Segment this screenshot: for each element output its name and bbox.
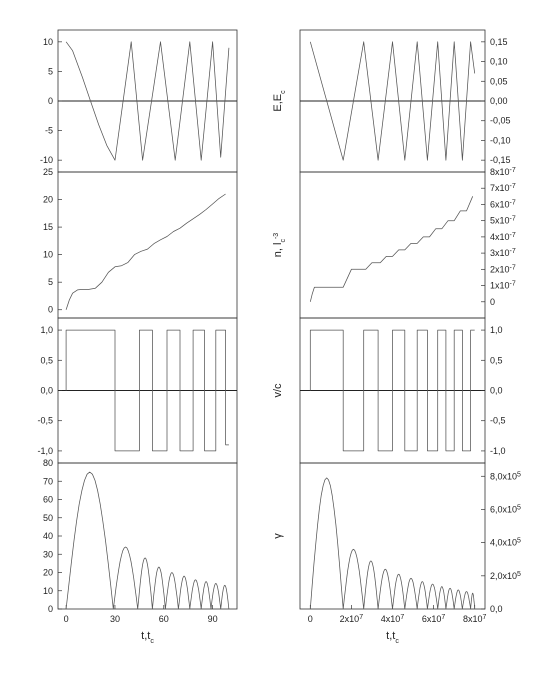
y-axis-label: v/c xyxy=(272,383,284,398)
y-tick-label: 70 xyxy=(43,476,53,486)
series-line xyxy=(65,193,226,310)
y-tick-label: 0,5 xyxy=(490,355,503,365)
y-tick-label: -10 xyxy=(40,155,53,165)
y-tick-label: 3x10-7 xyxy=(490,248,516,259)
series-line xyxy=(65,329,229,452)
y-tick-label: -0,05 xyxy=(490,116,511,126)
y-tick-label: 4,0x105 xyxy=(490,537,521,548)
y-tick-label: 2,0x105 xyxy=(490,570,521,581)
y-tick-label: 0,0 xyxy=(40,386,53,396)
series-line xyxy=(309,329,475,452)
x-tick-label: 0 xyxy=(308,614,313,624)
y-tick-label: -0,5 xyxy=(490,416,506,426)
y-tick-label: 20 xyxy=(43,195,53,205)
panel-right-1: 0,15 0,10 0,05 0,00 -0,05 -0,10 -0,15 E,Ec xyxy=(272,29,511,173)
x-tick-label: 0 xyxy=(64,614,69,624)
panel-right-2: 0 1x10-7 2x10-7 3x10-7 4x10-7 5x10-7 6x10-7 7x1… xyxy=(272,167,516,319)
y-tick-label: 1x10-7 xyxy=(490,280,516,291)
y-tick-label: 10 xyxy=(43,37,53,47)
y-tick-label: 8x10-7 xyxy=(490,167,516,178)
y-tick-label: 15 xyxy=(43,222,53,232)
y-tick-label: 0,15 xyxy=(490,37,508,47)
x-tick-label: 60 xyxy=(159,614,169,624)
plot-frame xyxy=(57,171,238,319)
panel-left-1: 10 5 0 -5 -10 xyxy=(40,29,238,173)
x-axis-label: t,tc xyxy=(141,630,154,645)
y-tick-label: 0,00 xyxy=(490,96,508,106)
panel-right-3: 1,0 0,5 0,0 -0,5 -1,0 v/c xyxy=(272,317,506,464)
y-tick-label: 10 xyxy=(43,250,53,260)
plot-frame xyxy=(299,171,486,319)
panel-right-4: 0,0 2,0x105 4,0x105 6,0x105 8,0x105 0 2x107 4x1… xyxy=(272,462,521,645)
y-tick-label: 0 xyxy=(48,96,53,106)
y-tick-label: 8,0x105 xyxy=(490,471,521,482)
y-tick-label: -1,0 xyxy=(490,446,506,456)
series-line xyxy=(309,196,474,302)
x-axis-label: t,tc xyxy=(386,630,399,645)
x-tick-label: 30 xyxy=(110,614,120,624)
panel-left-4: 0 10 20 30 40 50 60 70 80 0 30 60 90 t,tc xyxy=(43,458,238,645)
y-tick-label: 0,0 xyxy=(490,604,503,614)
x-tick-label: 90 xyxy=(208,614,218,624)
plot-frame xyxy=(299,462,486,610)
panel-left-3: 1,0 0,5 0,0 -0,5 -1,0 xyxy=(37,317,238,464)
series-line xyxy=(65,471,230,610)
panel-left-2: 0 5 10 15 20 25 xyxy=(43,167,238,319)
y-tick-label: 60 xyxy=(43,495,53,505)
y-tick-label: -0,15 xyxy=(490,155,511,165)
y-axis-label: n, lc-3 xyxy=(272,233,287,258)
y-tick-label: 2x10-7 xyxy=(490,264,516,275)
series-line xyxy=(309,41,476,161)
y-tick-label: -1,0 xyxy=(37,446,53,456)
y-tick-label: 20 xyxy=(43,568,53,578)
series-line xyxy=(309,477,476,610)
y-tick-label: 6x10-7 xyxy=(490,199,516,210)
x-tick-label: 8x107 xyxy=(463,614,487,625)
y-axis-label: γ xyxy=(272,533,284,539)
series-line xyxy=(65,41,230,161)
y-tick-label: 0 xyxy=(490,297,495,307)
x-tick-label: 4x107 xyxy=(381,614,405,625)
y-tick-label: 40 xyxy=(43,531,53,541)
y-axis-label: E,Ec xyxy=(272,90,287,112)
y-tick-label: 30 xyxy=(43,549,53,559)
y-tick-label: 6,0x105 xyxy=(490,504,521,515)
y-tick-label: 1,0 xyxy=(490,325,503,335)
y-tick-label: 0,0 xyxy=(490,386,503,396)
y-tick-label: 0 xyxy=(48,604,53,614)
x-tick-label: 2x107 xyxy=(340,614,364,625)
y-tick-label: 5 xyxy=(48,277,53,287)
y-tick-label: 5 xyxy=(48,66,53,76)
y-tick-label: 80 xyxy=(43,458,53,468)
x-tick-label: 6x107 xyxy=(422,614,446,625)
y-tick-label: 0,10 xyxy=(490,57,508,67)
y-tick-label: -0,5 xyxy=(37,416,53,426)
y-tick-label: 7x10-7 xyxy=(490,183,516,194)
y-tick-label: -5 xyxy=(45,126,53,136)
y-tick-label: 5x10-7 xyxy=(490,215,516,226)
y-tick-label: -0,10 xyxy=(490,135,511,145)
y-tick-label: 0 xyxy=(48,305,53,315)
y-tick-label: 0,05 xyxy=(490,76,508,86)
y-tick-label: 50 xyxy=(43,513,53,523)
y-tick-label: 4x10-7 xyxy=(490,231,516,242)
y-tick-label: 1,0 xyxy=(40,325,53,335)
y-tick-label: 0,5 xyxy=(40,355,53,365)
y-tick-label: 25 xyxy=(43,167,53,177)
plot-frame xyxy=(57,462,238,610)
y-tick-label: 10 xyxy=(43,586,53,596)
